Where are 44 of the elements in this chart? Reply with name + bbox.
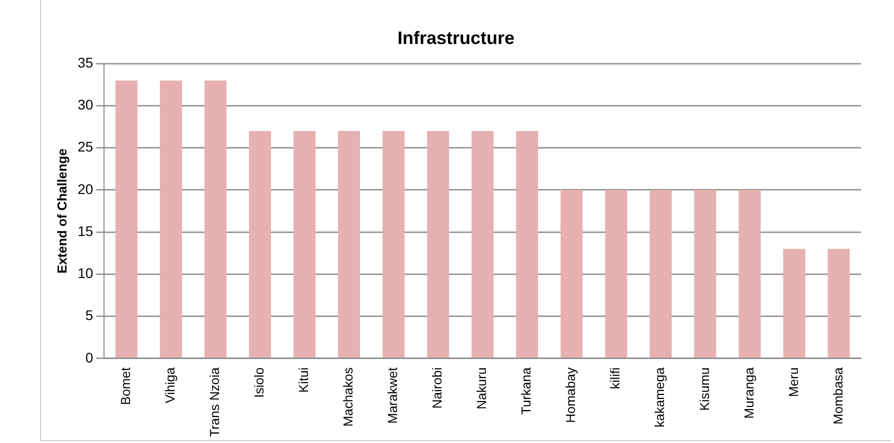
x-tick-label: Machakos — [340, 366, 356, 427]
y-tick-label: 20 — [78, 180, 94, 197]
x-tick-label: Vihiga — [162, 366, 178, 404]
y-axis-title: Extend of Challenge — [54, 148, 70, 274]
bar — [516, 130, 538, 358]
bar — [828, 248, 850, 358]
x-tick-label: Meru — [786, 367, 801, 398]
bar — [472, 130, 494, 358]
x-tick-label: Trans Nzoia — [207, 366, 222, 438]
x-tick-label: Bomet — [118, 367, 134, 405]
y-tick-label: 15 — [78, 222, 94, 239]
bar — [115, 80, 138, 358]
chart-title: Infrastructure — [397, 28, 515, 48]
y-tick-label: 5 — [85, 307, 94, 324]
bar — [338, 130, 360, 358]
bar — [160, 80, 182, 358]
bar — [560, 190, 583, 358]
y-tick-label: 30 — [78, 96, 94, 113]
x-tick-label: Nairobi — [430, 367, 445, 409]
bar — [694, 190, 716, 358]
bar — [382, 130, 405, 358]
x-tick-label: kilifi — [608, 367, 623, 390]
bar — [248, 130, 272, 358]
x-tick-label: Nakuru — [474, 367, 490, 410]
x-tick-label: Homabay — [563, 366, 578, 424]
x-tick-label: Kitui — [296, 367, 312, 393]
y-tick-label: 10 — [78, 265, 94, 282]
x-tick-label: Isiolo — [252, 367, 267, 398]
bar — [650, 190, 672, 358]
bar — [204, 80, 226, 358]
x-tick-label: kakamega — [652, 366, 668, 428]
x-tick-label: Mombasa — [830, 366, 846, 424]
bar — [605, 190, 628, 358]
y-tick-label: 25 — [78, 138, 94, 155]
bar — [738, 190, 761, 358]
x-tick-label: Muranga — [741, 366, 756, 419]
bar — [427, 130, 450, 358]
y-tick-label: 0 — [85, 349, 94, 366]
bar — [293, 130, 316, 358]
bar — [783, 248, 806, 358]
x-tick-label: Kisumu — [696, 367, 712, 411]
y-tick-label: 35 — [78, 54, 94, 70]
x-tick-label: Marakwet — [385, 367, 400, 424]
x-tick-label: Turkana — [518, 366, 534, 415]
